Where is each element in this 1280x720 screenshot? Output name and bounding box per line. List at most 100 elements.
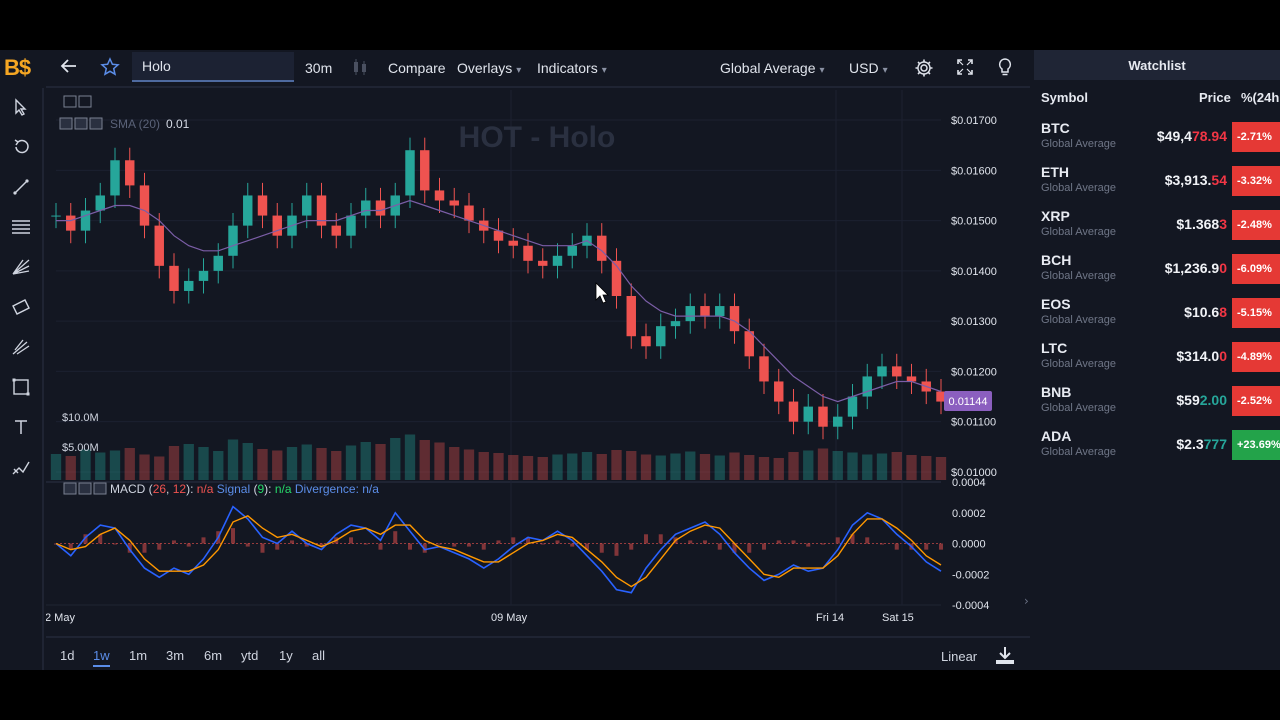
settings-gear-icon[interactable]: [914, 58, 934, 81]
undo-icon[interactable]: [8, 134, 34, 160]
range-6m[interactable]: 6m: [204, 648, 223, 663]
volume-bar: [154, 456, 165, 480]
volume-bar: [331, 451, 342, 480]
macd-histogram-bar: [319, 543, 324, 547]
macd-histogram-bar: [127, 543, 132, 553]
watchlist-row[interactable]: XRP Global Average $1.3683 -2.48%: [1034, 204, 1280, 248]
watchlist-price: $1.3683: [1176, 216, 1227, 232]
candle-body: [493, 230, 504, 241]
overlays-dropdown[interactable]: Overlays ▾: [457, 60, 521, 76]
macd-histogram-bar: [924, 543, 929, 550]
candle-type-icon[interactable]: [352, 58, 368, 79]
pane-controls-top[interactable]: [63, 95, 92, 108]
price-chart[interactable]: HOT - Holo $0.01700 $0.01600 $0.01500 $0.01…: [46, 90, 1030, 630]
volume-bar: [345, 445, 357, 480]
macd-legend-controls[interactable]: [63, 482, 107, 495]
macd-histogram-bar: [393, 531, 398, 544]
candle-body: [228, 225, 238, 256]
pointer-icon[interactable]: [8, 94, 34, 120]
volume-bar: [552, 454, 563, 480]
chart-area[interactable]: HOT - Holo $0.01700 $0.01600 $0.01500 $0.01…: [46, 90, 1030, 630]
sma-legend-controls[interactable]: [59, 117, 103, 130]
macd-histogram-bar: [245, 543, 250, 547]
currency-dropdown[interactable]: USD ▾: [849, 60, 888, 76]
macd-histogram-bar: [511, 537, 516, 544]
download-icon[interactable]: [996, 646, 1014, 669]
macd-histogram-bar: [275, 543, 280, 550]
candle-body: [700, 306, 710, 317]
volume-bar: [876, 453, 888, 480]
interval-selector[interactable]: 30m: [305, 60, 333, 76]
volume-bar: [758, 457, 770, 480]
volume-bar: [508, 455, 519, 480]
col-symbol[interactable]: Symbol: [1041, 90, 1088, 105]
watchlist-row[interactable]: BNB Global Average $592.00 -2.52%: [1034, 380, 1280, 424]
pitchfork-icon[interactable]: [8, 334, 34, 360]
text-icon[interactable]: [8, 414, 34, 440]
candle-body: [774, 381, 784, 402]
candle-body: [626, 296, 636, 337]
macd-histogram-bar: [172, 540, 176, 544]
sma-legend-label: SMA (20): [110, 117, 160, 131]
watchlist-row[interactable]: ADA Global Average $2.3777 +23.69%: [1034, 424, 1280, 468]
watchlist-panel: Watchlist Symbol Price %(24h BTC Global A…: [1034, 50, 1280, 670]
volume-bar: [891, 452, 902, 480]
range-1m[interactable]: 1m: [129, 648, 148, 663]
macd-histogram-bar: [688, 540, 693, 544]
rectangle-icon[interactable]: [8, 374, 34, 400]
trend-line-icon[interactable]: [8, 174, 34, 200]
macd-histogram-bar: [142, 543, 147, 553]
volume-bar: [301, 444, 312, 480]
overlays-label: Overlays: [457, 60, 513, 76]
watchlist-row[interactable]: BCH Global Average $1,236.90 -6.09%: [1034, 248, 1280, 292]
source-dropdown[interactable]: Global Average ▾: [720, 60, 825, 76]
candle-body: [405, 150, 415, 196]
volume-bar: [139, 454, 150, 480]
candle-body: [272, 215, 282, 236]
candle-body: [744, 331, 754, 357]
watchlist-change-badge: -2.71%: [1232, 122, 1280, 152]
y-tick-label: $0.01600: [951, 165, 997, 177]
col-change[interactable]: %(24h: [1241, 90, 1280, 105]
macd-histogram-bar: [201, 537, 206, 544]
volume-bar: [124, 448, 135, 480]
range-ytd[interactable]: ytd: [241, 648, 259, 663]
horizontal-lines-icon[interactable]: [8, 214, 34, 240]
candle-body: [936, 391, 946, 402]
lightbulb-icon[interactable]: [997, 57, 1013, 80]
volume-bar: [404, 434, 416, 480]
col-price[interactable]: Price: [1199, 90, 1231, 105]
watchlist-row[interactable]: ETH Global Average $3,913.54 -3.32%: [1034, 160, 1280, 204]
watchlist-row[interactable]: LTC Global Average $314.00 -4.89%: [1034, 336, 1280, 380]
fan-icon[interactable]: [8, 254, 34, 280]
scale-linear-button[interactable]: Linear: [941, 649, 978, 664]
fullscreen-icon[interactable]: [956, 58, 974, 79]
range-1y[interactable]: 1y: [279, 648, 293, 663]
candle-body: [611, 260, 622, 296]
favorite-star-icon[interactable]: [100, 57, 120, 80]
indicators-dropdown[interactable]: Indicators ▾: [537, 60, 607, 76]
compare-button[interactable]: Compare: [388, 60, 446, 76]
macd-histogram-bar: [540, 543, 545, 545]
range-1w[interactable]: 1w: [93, 648, 110, 667]
macd-histogram-bar: [290, 540, 294, 544]
channel-icon[interactable]: [8, 294, 34, 320]
signal-line: [55, 514, 942, 588]
macd-histogram-bar: [452, 543, 457, 547]
range-1d[interactable]: 1d: [60, 648, 75, 663]
watchlist-row[interactable]: EOS Global Average $10.68 -5.15%: [1034, 292, 1280, 336]
candle-body: [302, 195, 312, 216]
candle-body: [110, 160, 120, 196]
macd-line: [55, 505, 942, 594]
range-all[interactable]: all: [312, 648, 326, 663]
volume-bar: [935, 457, 947, 480]
range-3m[interactable]: 3m: [166, 648, 185, 663]
macd-histogram-bar: [658, 534, 663, 544]
back-arrow-icon[interactable]: [60, 57, 78, 78]
macd-histogram-bar: [880, 543, 884, 545]
x-tick-label: Fri 14: [816, 612, 844, 624]
watchlist-row[interactable]: BTC Global Average $49,478.94 -2.71%: [1034, 116, 1280, 160]
candle-body: [464, 205, 474, 221]
symbol-search-input[interactable]: Holo: [132, 52, 294, 82]
brush-icon[interactable]: [8, 454, 34, 480]
